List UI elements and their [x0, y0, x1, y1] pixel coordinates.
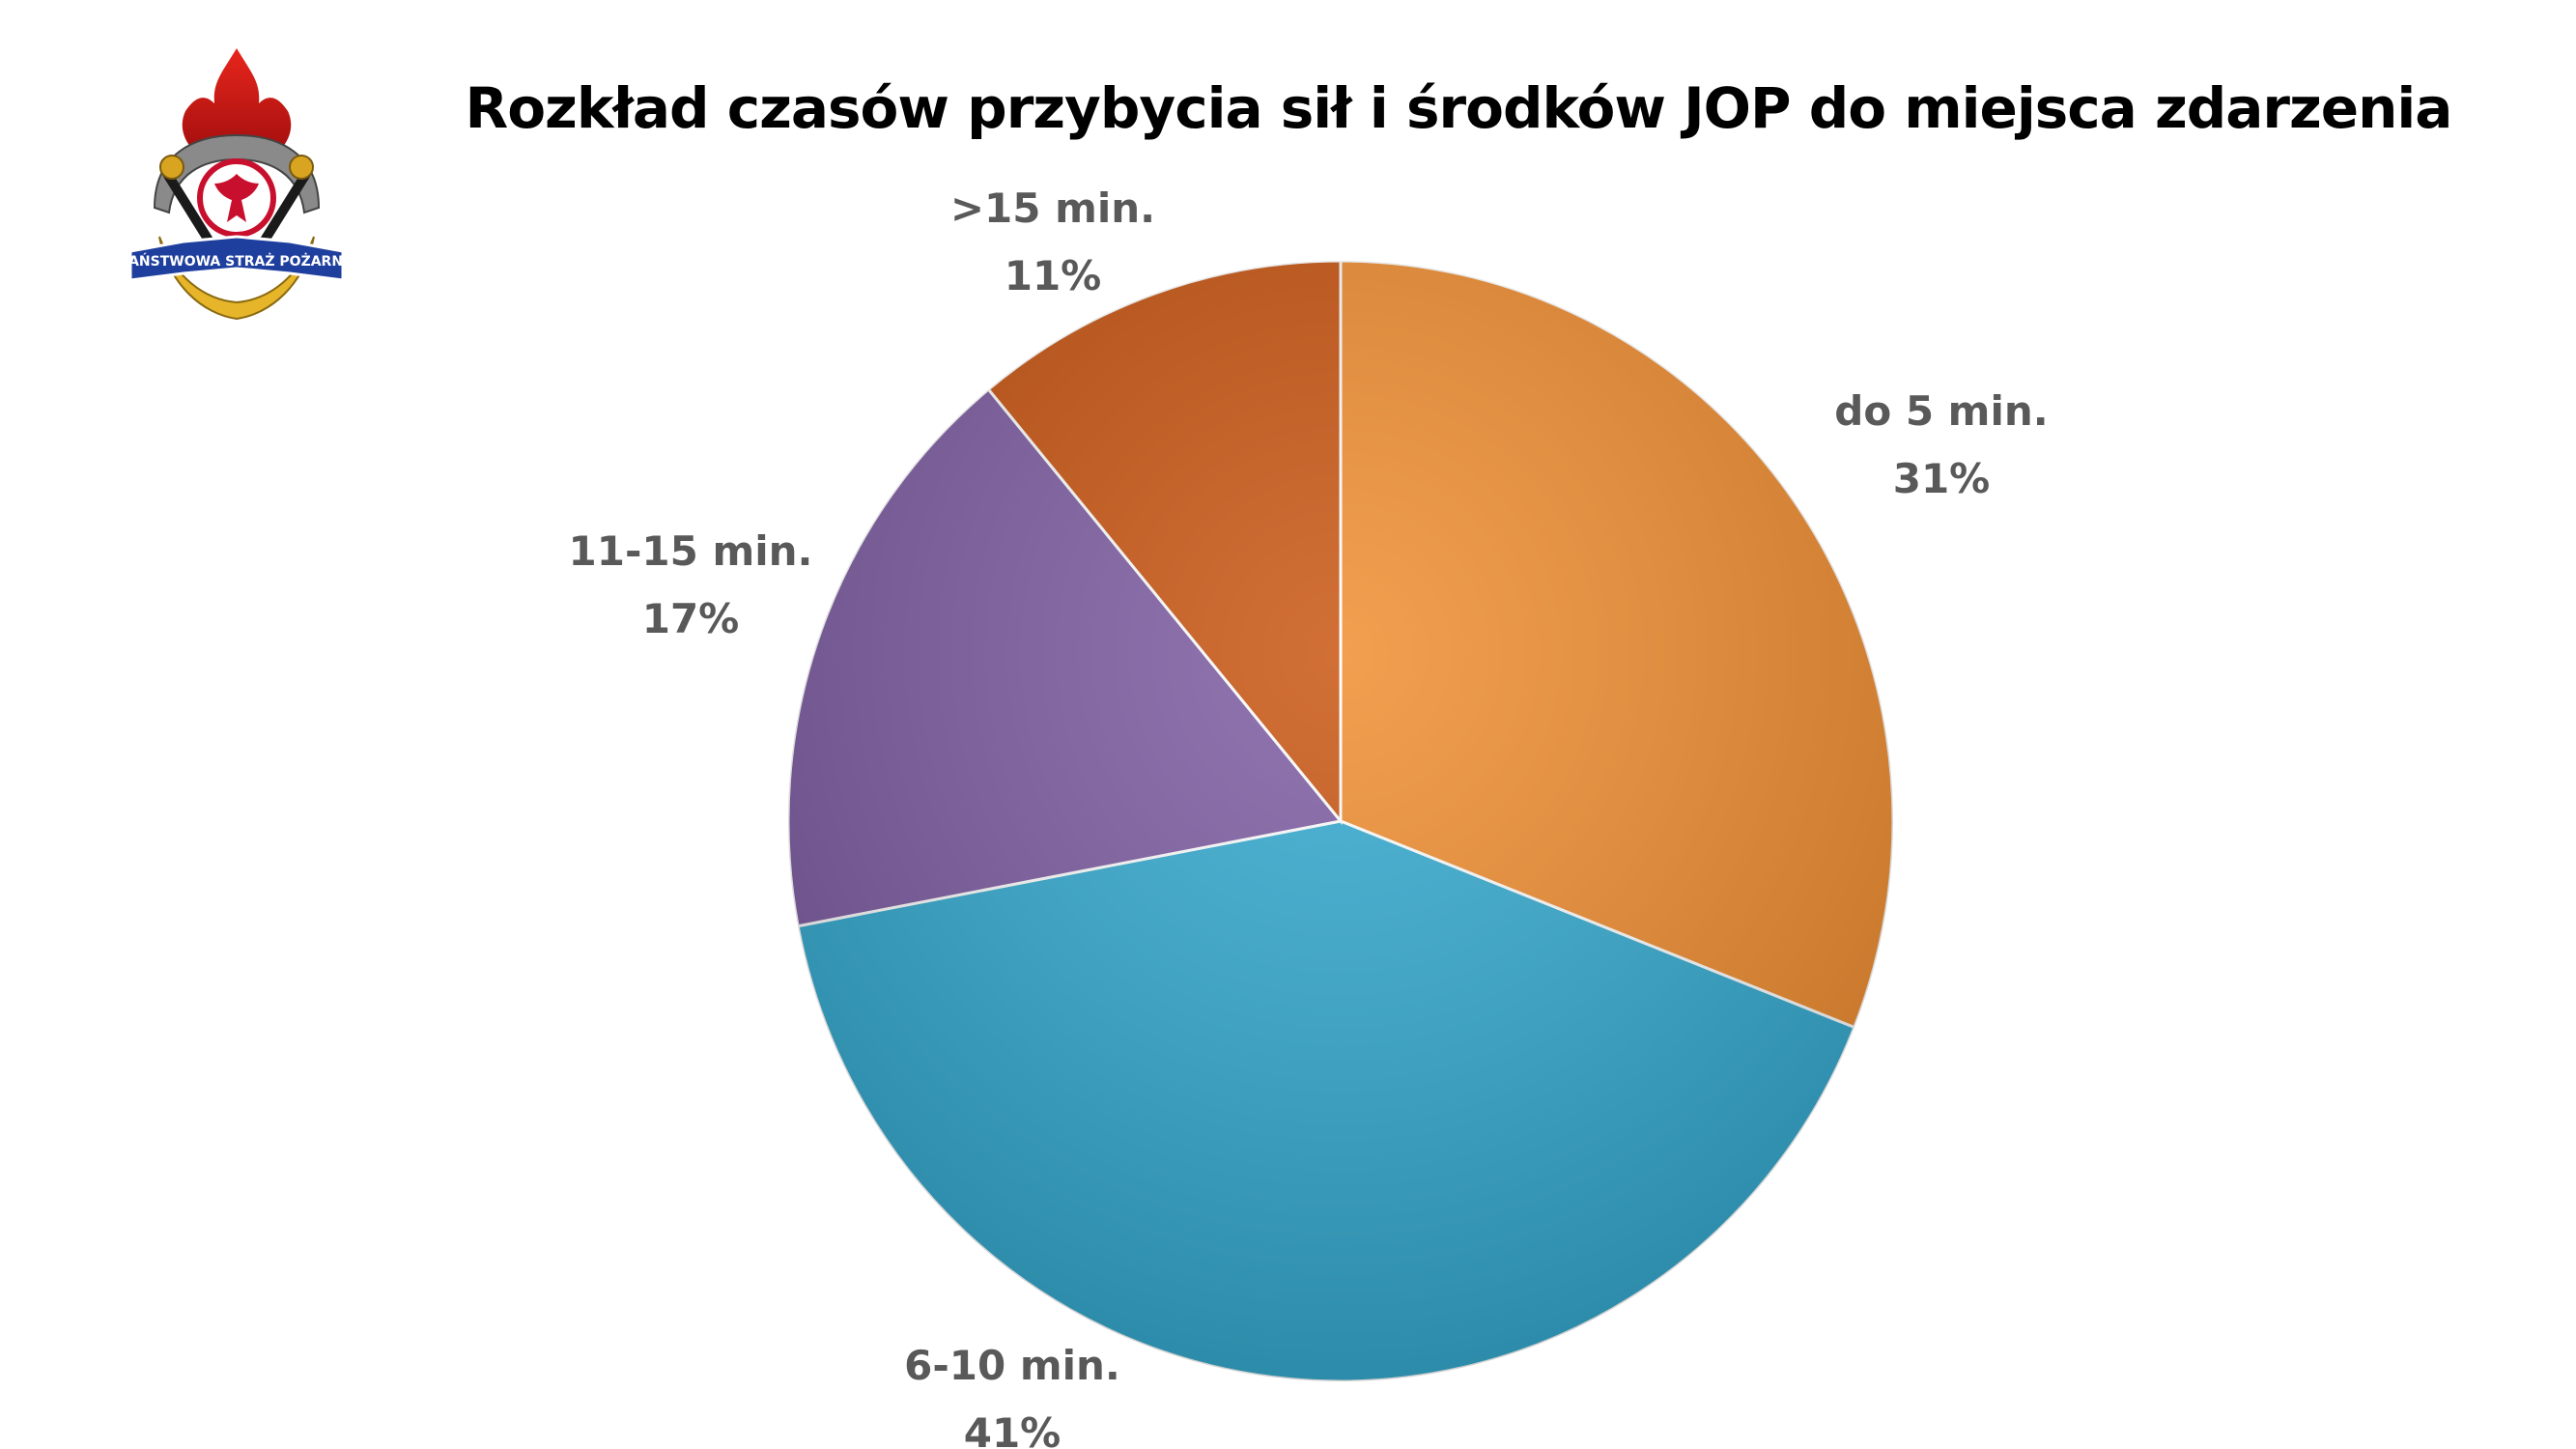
psp-logo: PAŃSTWOWA STRAŻ POŻARNA: [126, 48, 348, 321]
slice-category-label: 11-15 min.: [569, 527, 813, 575]
slice-value-label: 17%: [642, 595, 740, 642]
helmet-icon: [153, 133, 321, 214]
chart-title: Rozkład czasów przybycia sił i środków J…: [465, 75, 2453, 141]
slice-value-label: 41%: [964, 1409, 1062, 1449]
slice-value-label: 31%: [1893, 455, 1991, 502]
slice-value-label: 11%: [1005, 252, 1102, 299]
svg-text:PAŃSTWOWA STRAŻ POŻARNA: PAŃSTWOWA STRAŻ POŻARNA: [126, 252, 348, 270]
slice-category-label: >15 min.: [950, 185, 1155, 232]
flame-icon: [182, 48, 292, 150]
slice-category-label: 6-10 min.: [904, 1342, 1120, 1389]
laurel-icon: [158, 236, 315, 321]
banner: [128, 235, 345, 282]
slice-category-label: do 5 min.: [1834, 387, 2048, 435]
